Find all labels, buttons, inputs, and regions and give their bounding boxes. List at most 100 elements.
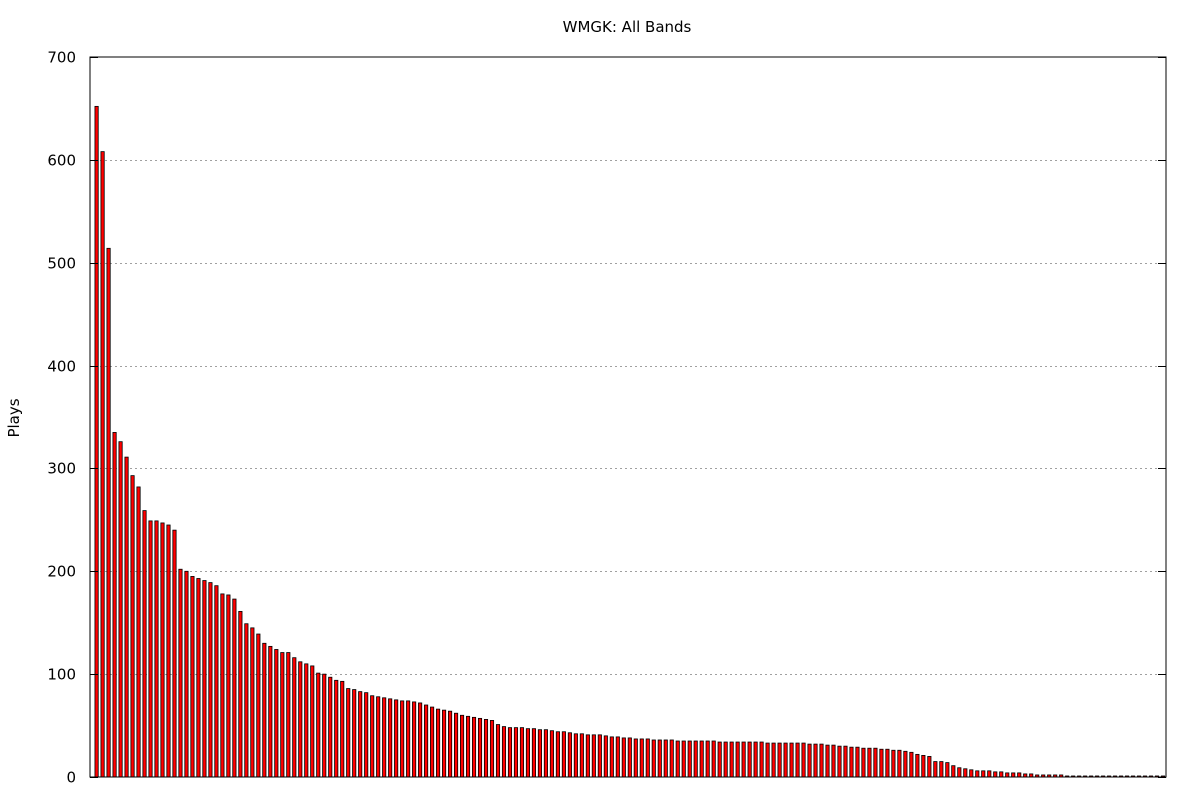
bar (879, 748, 884, 778)
bar (639, 738, 644, 778)
bar (681, 740, 686, 778)
bar (543, 729, 548, 778)
bar (232, 598, 237, 778)
bar (561, 731, 566, 778)
bar (669, 739, 674, 778)
bar (412, 701, 417, 778)
bar (951, 765, 956, 778)
bar (843, 745, 848, 778)
bar (525, 728, 530, 778)
bar (346, 688, 351, 778)
bar (807, 743, 812, 778)
y-tick-label: 400 (47, 358, 76, 376)
bar (459, 714, 465, 778)
bar (999, 771, 1004, 778)
bar (501, 726, 507, 778)
bar (831, 744, 836, 778)
bar (945, 762, 950, 778)
bar (262, 642, 267, 778)
bar (424, 704, 429, 778)
bar (477, 717, 483, 778)
bar (837, 745, 842, 778)
grid-lines (90, 160, 1166, 675)
bar (939, 761, 944, 778)
bar (873, 747, 878, 778)
bar (430, 706, 435, 778)
bar (993, 771, 998, 778)
bar (124, 456, 129, 778)
bar (885, 748, 890, 778)
bar (513, 727, 519, 778)
bar (849, 746, 854, 778)
bar (633, 738, 638, 778)
bar (759, 741, 764, 778)
bar (981, 770, 986, 778)
bar (771, 742, 776, 778)
bar (483, 719, 489, 778)
y-tick-label: 100 (47, 666, 76, 684)
bar (112, 432, 117, 778)
bar (861, 747, 866, 778)
bar (573, 733, 578, 778)
bar (1011, 772, 1016, 778)
bar (825, 744, 830, 778)
bar (406, 700, 411, 778)
bar (741, 741, 746, 778)
bar (1017, 772, 1022, 778)
bar (280, 652, 285, 778)
bar (723, 741, 728, 778)
bar (471, 716, 477, 778)
bar (627, 737, 632, 778)
y-tick-label: 200 (47, 563, 76, 581)
bar (226, 594, 231, 778)
bar (244, 623, 249, 778)
bar (142, 510, 147, 778)
bar (136, 486, 141, 778)
bar (933, 761, 938, 778)
bar (256, 633, 261, 778)
bar (975, 770, 980, 778)
bar (987, 770, 992, 778)
bar (801, 742, 806, 778)
bar (202, 580, 207, 778)
bar (298, 661, 303, 778)
bar (855, 746, 860, 778)
bar (358, 691, 363, 778)
bar (100, 151, 105, 778)
bar (250, 627, 255, 778)
bar (921, 755, 926, 778)
bar (615, 736, 620, 778)
bar (400, 700, 405, 778)
bar (178, 568, 183, 778)
bar (693, 740, 698, 778)
bar (795, 742, 800, 778)
bar (268, 645, 273, 778)
bar (699, 740, 704, 778)
bar (394, 699, 399, 778)
bar (711, 740, 716, 778)
bar (304, 663, 309, 778)
bar (172, 529, 177, 778)
bar (184, 570, 189, 778)
bar (909, 751, 914, 778)
bar (927, 756, 932, 778)
bar (310, 665, 315, 778)
bar (154, 520, 159, 778)
bar (382, 697, 387, 778)
bar (549, 730, 554, 778)
bar (789, 742, 794, 778)
bar (448, 710, 453, 778)
bar (777, 742, 782, 778)
bar (495, 724, 501, 778)
y-tick-label: 600 (47, 152, 76, 170)
bar (370, 695, 375, 778)
bars (94, 105, 1166, 778)
bar (891, 749, 896, 778)
bar (316, 672, 321, 778)
bar (208, 582, 213, 778)
y-tick-label: 0 (66, 769, 76, 787)
bar (376, 696, 381, 778)
bar (160, 522, 165, 778)
bar (442, 709, 447, 778)
y-axis-label: Plays (5, 398, 23, 437)
